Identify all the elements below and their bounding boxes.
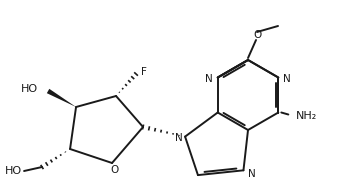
Text: F: F bbox=[141, 67, 147, 77]
Text: N: N bbox=[175, 133, 183, 143]
Text: N: N bbox=[248, 169, 256, 179]
Text: NH₂: NH₂ bbox=[296, 111, 318, 121]
Polygon shape bbox=[47, 89, 76, 107]
Text: N: N bbox=[283, 74, 291, 83]
Text: N: N bbox=[205, 74, 213, 83]
Text: O: O bbox=[110, 165, 118, 175]
Text: O: O bbox=[253, 30, 261, 40]
Text: HO: HO bbox=[5, 166, 22, 176]
Text: HO: HO bbox=[21, 84, 38, 94]
